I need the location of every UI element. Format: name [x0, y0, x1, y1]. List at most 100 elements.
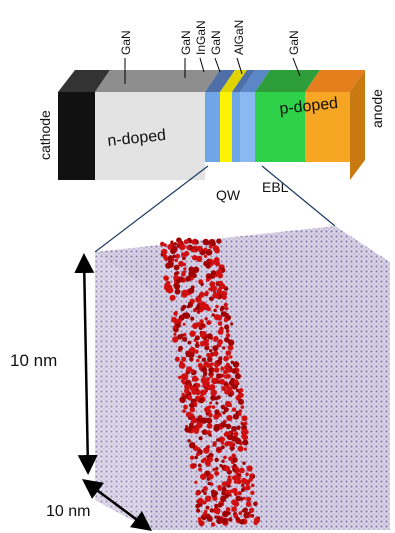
indium-atom	[220, 308, 223, 311]
indium-atom	[214, 409, 219, 414]
indium-atom	[244, 430, 249, 435]
indium-atom	[188, 303, 193, 308]
indium-atom	[207, 385, 213, 391]
indium-atom	[235, 373, 241, 379]
indium-atom	[242, 434, 248, 440]
indium-atom	[210, 275, 214, 279]
indium-atom	[212, 405, 216, 409]
indium-atom	[226, 424, 232, 430]
indium-atom	[236, 496, 242, 502]
layer-label: GaN	[209, 30, 223, 55]
indium-atom	[182, 409, 186, 413]
indium-atom	[232, 453, 236, 457]
indium-atom	[213, 442, 217, 446]
indium-atom	[219, 464, 222, 467]
indium-atom	[251, 473, 254, 476]
indium-atom	[202, 390, 207, 395]
indium-atom	[206, 506, 210, 510]
indium-atom	[188, 341, 192, 345]
indium-atom	[224, 324, 229, 329]
height-label: 10 nm	[10, 351, 57, 370]
layer-label: GaN	[287, 30, 301, 55]
indium-atom	[196, 390, 200, 394]
indium-atom	[239, 468, 245, 474]
indium-atom	[176, 279, 181, 284]
indium-atom	[218, 488, 221, 491]
indium-atom	[224, 375, 228, 379]
indium-atom	[184, 312, 191, 319]
indium-atom	[226, 415, 232, 421]
figure: GaN GaN InGaN GaN AlGaN GaN cathode anod…	[0, 0, 395, 533]
indium-atom	[215, 402, 218, 405]
indium-atom	[217, 288, 222, 293]
indium-atom	[174, 283, 180, 289]
indium-atom	[254, 517, 260, 523]
indium-atom	[214, 257, 220, 263]
indium-atom	[216, 438, 220, 442]
indium-atom	[208, 288, 211, 291]
indium-atom	[189, 352, 194, 357]
indium-atom	[228, 393, 233, 398]
indium-atom	[197, 498, 203, 504]
indium-atom	[207, 423, 213, 429]
indium-atom	[237, 426, 241, 430]
indium-atom	[192, 255, 197, 260]
indium-atom	[244, 448, 247, 451]
indium-atom	[234, 432, 239, 437]
indium-atom	[172, 336, 178, 342]
indium-atom	[228, 339, 234, 345]
indium-atom	[195, 492, 199, 496]
indium-atom	[233, 379, 238, 384]
indium-atom	[210, 390, 217, 397]
indium-atom	[190, 317, 194, 321]
indium-atom	[175, 357, 180, 362]
indium-atom	[199, 436, 203, 440]
indium-atom	[161, 249, 167, 255]
indium-atom	[200, 474, 206, 480]
indium-atom	[211, 270, 216, 275]
indium-atom	[220, 422, 226, 428]
qw-label: QW	[216, 187, 241, 203]
indium-atom	[163, 254, 168, 259]
indium-atom	[220, 496, 226, 502]
indium-atom	[194, 456, 198, 460]
indium-atom	[211, 492, 217, 498]
indium-atom	[199, 292, 205, 298]
indium-atom	[180, 361, 183, 364]
indium-atom	[186, 427, 192, 433]
indium-atom	[215, 305, 219, 309]
indium-atom	[184, 239, 189, 244]
indium-atom	[233, 414, 239, 420]
indium-atom	[200, 341, 205, 346]
indium-atom	[195, 335, 200, 340]
indium-atom	[246, 501, 252, 507]
indium-atom	[242, 462, 245, 465]
indium-atom	[242, 440, 248, 446]
cathode-label: cathode	[37, 110, 53, 160]
indium-atom	[221, 460, 224, 463]
indium-atom	[251, 484, 255, 488]
indium-atom	[215, 377, 219, 381]
indium-atom	[226, 350, 232, 356]
device-bar	[58, 70, 365, 180]
indium-atom	[223, 357, 227, 361]
indium-atom	[203, 261, 209, 267]
indium-atom	[164, 283, 170, 289]
indium-atom	[228, 432, 231, 435]
indium-atom	[229, 355, 232, 358]
indium-atom	[217, 448, 221, 452]
indium-atom	[250, 508, 254, 512]
indium-atom	[209, 349, 212, 352]
indium-atom	[212, 313, 215, 316]
indium-atom	[193, 427, 199, 433]
indium-atom	[186, 412, 192, 418]
indium-atom	[233, 501, 239, 507]
indium-atom	[189, 357, 193, 361]
indium-atom	[198, 257, 202, 261]
indium-atom	[182, 337, 187, 342]
indium-atom	[190, 347, 196, 353]
indium-atom	[179, 397, 185, 403]
indium-atom	[208, 413, 213, 418]
indium-atom	[241, 478, 247, 484]
indium-atom	[224, 303, 228, 307]
